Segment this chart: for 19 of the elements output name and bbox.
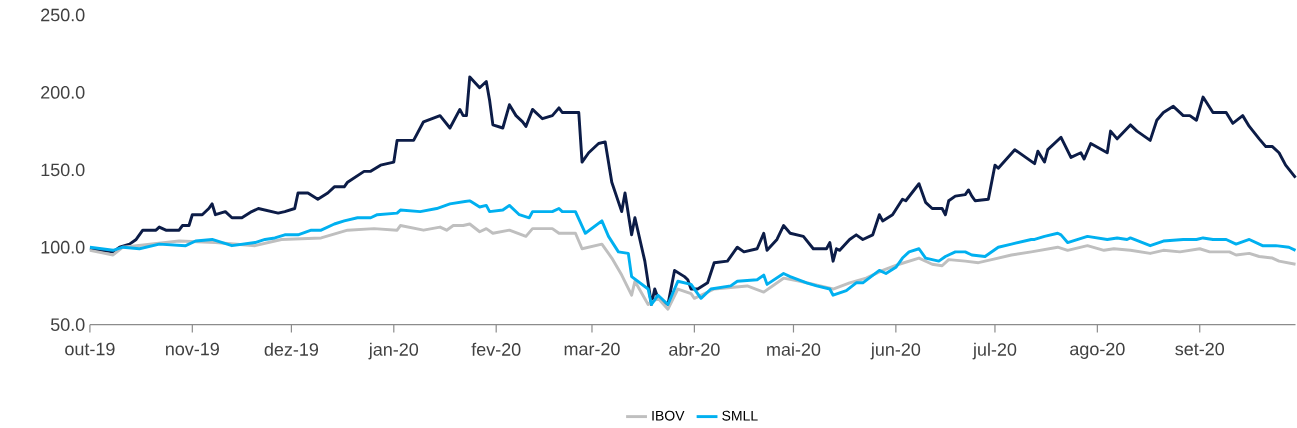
x-tick-label: nov-19 <box>166 342 219 356</box>
y-tick-label: 150.0 <box>41 163 85 177</box>
y-tick-label: 100.0 <box>41 240 85 254</box>
x-tick-label: jun-20 <box>870 342 921 360</box>
x-tick-label: jan-20 <box>368 342 419 360</box>
x-tick-label: ago-20 <box>1070 342 1125 360</box>
x-tick-label: dez-19 <box>264 342 319 356</box>
y-tick-label: 50.0 <box>50 318 85 332</box>
x-tick-label: mar-20 <box>564 342 620 356</box>
y-tick-label: 250.0 <box>41 8 85 22</box>
y-tick-label: 200.0 <box>41 86 85 99</box>
x-tick-label: fev-20 <box>471 342 521 356</box>
x-tick-label: out-19 <box>65 342 115 356</box>
legend-label: SMLL <box>722 410 758 421</box>
x-tick-label: mai-20 <box>767 342 821 356</box>
x-tick-label: set-20 <box>1175 342 1225 356</box>
x-tick-label: abr-20 <box>669 342 720 356</box>
legend-label: IBOV <box>652 410 685 421</box>
x-tick-label: jul-20 <box>972 342 1017 360</box>
